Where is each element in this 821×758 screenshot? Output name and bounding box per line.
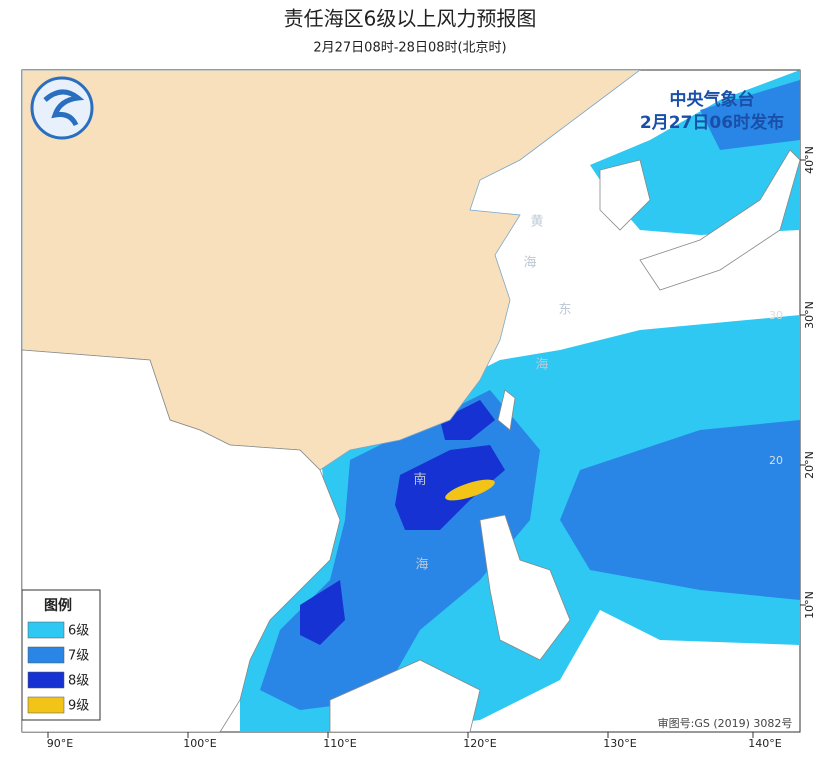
wind-zone-9 [445,479,495,501]
wind-zone-7 [700,80,800,150]
lat-label: 40°N [803,146,816,174]
agency-name: 中央气象台 [670,89,755,110]
lat-label: 20°N [803,451,816,479]
lat-label: 30°N [803,301,816,329]
sea-label: 黄 [530,215,543,230]
legend-title: 图例 [44,597,72,614]
logo [30,76,94,140]
sea-label: 东 [558,303,571,318]
wind-zone-7 [560,420,800,600]
inner-lat-label: 20 [769,454,783,467]
logo-mark [43,89,85,127]
legend-swatch [27,671,65,689]
sea-label: 海 [415,558,428,573]
legend-swatch [27,621,65,639]
japan-land [639,149,800,291]
wind-zone-8 [395,445,505,530]
sea-label: 南 [413,472,426,488]
lon-label: 140°E [748,737,781,750]
title: 责任海区6级以上风力预报图 [284,7,537,31]
legend-label: 6级 [68,624,89,639]
legend-swatch [27,696,65,714]
korea-land [599,159,651,231]
legend: 图例 6级 7级 8级 9级 [21,589,101,721]
sea-label: 海 [535,358,548,373]
lon-label: 120°E [463,737,496,750]
wind-zone-8 [440,400,495,440]
southeast-asia-land [22,349,341,732]
lon-label: 130°E [603,737,636,750]
legend-label: 8级 [68,674,89,689]
approval-number: 审图号:GS (2019) 3082号 [658,716,793,730]
legend-label: 7级 [68,649,89,664]
legend-swatch [27,646,65,664]
wind-zone-8 [300,580,345,645]
legend-label: 9级 [68,699,89,714]
lon-label: 90°E [47,737,73,750]
sea-label: 海 [523,256,536,271]
borneo-land [329,659,481,732]
lon-label: 100°E [183,737,216,750]
subtitle: 2月27日08时-28日08时(北京时) [313,41,506,56]
lon-label: 110°E [323,737,356,750]
issue-time: 2月27日06时发布 [640,112,784,133]
taiwan-land [497,389,516,431]
inner-lat-label: 30 [769,309,783,322]
philippines-land [479,514,571,661]
lat-label: 10°N [803,591,816,619]
map: 中央气象台 2月27日06时发布 审图号:GS (2019) 3082号 [21,69,801,733]
